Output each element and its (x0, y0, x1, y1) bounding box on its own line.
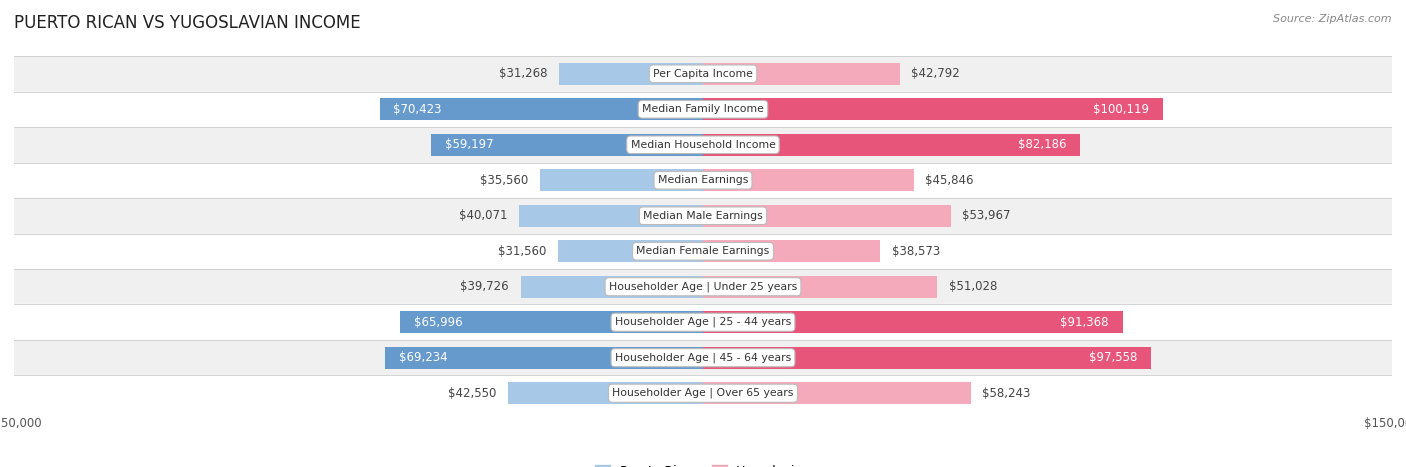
Legend: Puerto Rican, Yugoslavian: Puerto Rican, Yugoslavian (591, 460, 815, 467)
Bar (703, 240, 880, 262)
Bar (703, 205, 950, 227)
Bar (14, 304, 1392, 340)
Bar (385, 347, 703, 369)
Text: Median Family Income: Median Family Income (643, 104, 763, 114)
Text: $58,243: $58,243 (981, 387, 1031, 400)
Bar (520, 276, 703, 298)
Bar (703, 63, 900, 85)
Bar (14, 92, 1392, 127)
Text: Median Earnings: Median Earnings (658, 175, 748, 185)
Bar (540, 169, 703, 191)
Bar (14, 340, 1392, 375)
Bar (703, 347, 1152, 369)
Text: $97,558: $97,558 (1088, 351, 1137, 364)
Text: Median Female Earnings: Median Female Earnings (637, 246, 769, 256)
Text: Householder Age | 45 - 64 years: Householder Age | 45 - 64 years (614, 353, 792, 363)
Text: $42,550: $42,550 (447, 387, 496, 400)
Bar (14, 234, 1392, 269)
Text: $51,028: $51,028 (949, 280, 997, 293)
Bar (560, 63, 703, 85)
Text: Householder Age | 25 - 44 years: Householder Age | 25 - 44 years (614, 317, 792, 327)
Bar (703, 382, 970, 404)
Text: $91,368: $91,368 (1060, 316, 1109, 329)
Bar (519, 205, 703, 227)
Bar (703, 98, 1163, 120)
Bar (14, 375, 1392, 411)
Bar (14, 127, 1392, 163)
Bar (14, 198, 1392, 234)
Text: Householder Age | Over 65 years: Householder Age | Over 65 years (612, 388, 794, 398)
Text: $69,234: $69,234 (399, 351, 447, 364)
Text: $82,186: $82,186 (1018, 138, 1067, 151)
Bar (558, 240, 703, 262)
Text: $53,967: $53,967 (962, 209, 1011, 222)
Text: $70,423: $70,423 (394, 103, 441, 116)
Text: $39,726: $39,726 (460, 280, 509, 293)
Bar (14, 56, 1392, 92)
Bar (703, 311, 1122, 333)
Bar (14, 269, 1392, 304)
Text: Median Male Earnings: Median Male Earnings (643, 211, 763, 221)
Text: $42,792: $42,792 (911, 67, 960, 80)
Bar (703, 169, 914, 191)
Text: Source: ZipAtlas.com: Source: ZipAtlas.com (1274, 14, 1392, 24)
Bar (432, 134, 703, 156)
Text: $31,560: $31,560 (498, 245, 547, 258)
Text: PUERTO RICAN VS YUGOSLAVIAN INCOME: PUERTO RICAN VS YUGOSLAVIAN INCOME (14, 14, 361, 32)
Text: $31,268: $31,268 (499, 67, 548, 80)
Text: $38,573: $38,573 (891, 245, 939, 258)
Bar (380, 98, 703, 120)
Text: $45,846: $45,846 (925, 174, 973, 187)
Text: Householder Age | Under 25 years: Householder Age | Under 25 years (609, 282, 797, 292)
Bar (703, 276, 938, 298)
Bar (14, 163, 1392, 198)
Text: $59,197: $59,197 (444, 138, 494, 151)
Text: $100,119: $100,119 (1092, 103, 1149, 116)
Text: Median Household Income: Median Household Income (630, 140, 776, 150)
Text: Per Capita Income: Per Capita Income (652, 69, 754, 79)
Text: $35,560: $35,560 (479, 174, 529, 187)
Text: $65,996: $65,996 (413, 316, 463, 329)
Bar (703, 134, 1080, 156)
Bar (399, 311, 703, 333)
Text: $40,071: $40,071 (458, 209, 508, 222)
Bar (508, 382, 703, 404)
